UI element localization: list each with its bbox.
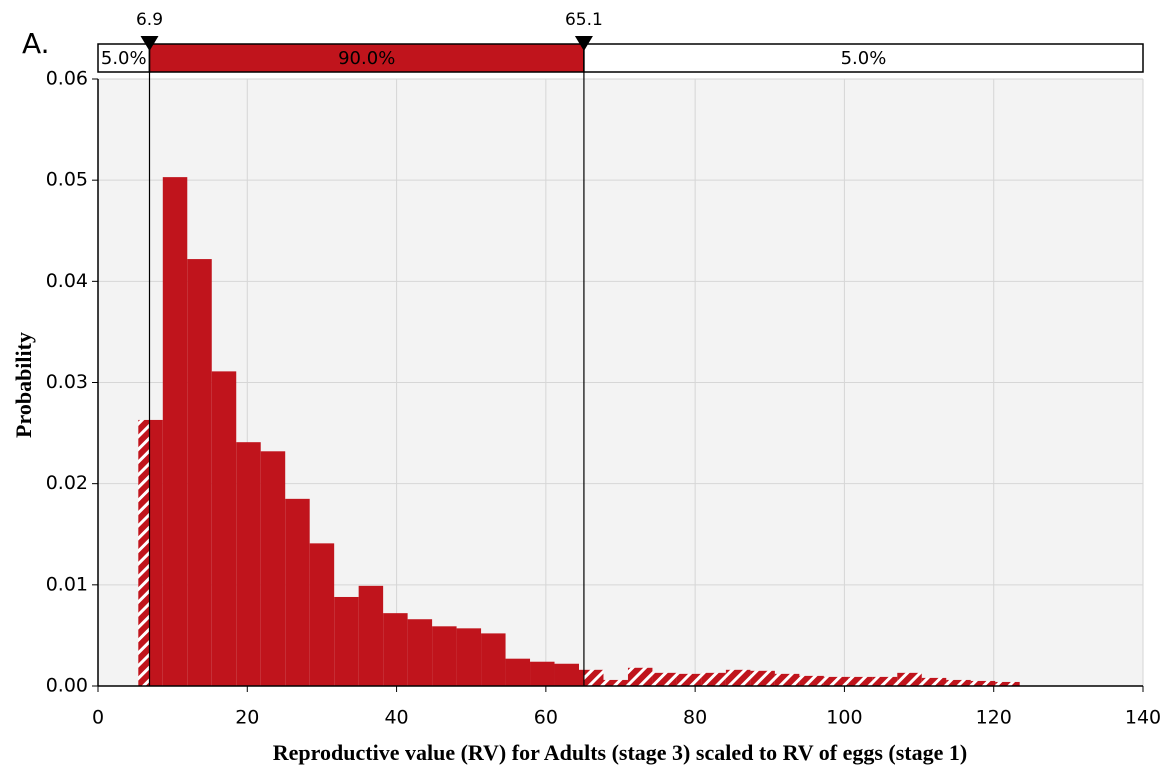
delimiter-marker <box>574 36 593 51</box>
bar <box>285 498 310 686</box>
bar <box>334 596 359 686</box>
bar <box>187 259 212 686</box>
y-tick-label: 0.04 <box>46 270 88 292</box>
bar <box>383 613 408 686</box>
x-tick-label: 100 <box>826 707 862 729</box>
bar <box>505 658 531 686</box>
bar <box>309 543 335 686</box>
band-label: 5.0% <box>101 48 147 69</box>
bar <box>162 177 188 687</box>
bar <box>236 442 261 686</box>
bar <box>627 667 653 686</box>
bar <box>701 672 726 686</box>
delimiter-marker <box>140 36 159 51</box>
bar <box>407 619 433 686</box>
y-axis-label: Probability <box>11 332 36 438</box>
band-label: 90.0% <box>338 48 395 69</box>
bar <box>211 371 237 686</box>
band-label: 5.0% <box>841 48 887 69</box>
bar <box>358 585 384 686</box>
y-tick-label: 0.03 <box>46 371 88 393</box>
panel-label: A. <box>22 27 50 60</box>
delimiter-label: 6.9 <box>136 10 163 30</box>
x-tick-label: 20 <box>235 707 259 729</box>
x-axis-label: Reproductive value (RV) for Adults (stag… <box>273 740 967 765</box>
bar <box>799 675 824 686</box>
y-tick-label: 0.01 <box>46 573 88 595</box>
bar <box>970 680 996 686</box>
x-tick-label: 80 <box>683 707 707 729</box>
x-tick-label: 60 <box>534 707 558 729</box>
bar <box>603 679 628 686</box>
bar <box>652 672 677 686</box>
bar <box>921 677 947 686</box>
bar <box>774 673 800 686</box>
bar <box>138 419 163 686</box>
y-tick-label: 0.02 <box>46 472 88 494</box>
x-tick-label: 140 <box>1125 707 1160 729</box>
bar <box>432 626 457 686</box>
bar <box>578 669 604 686</box>
bar <box>995 681 1020 686</box>
y-tick-label: 0.00 <box>46 675 88 697</box>
probability-band <box>583 43 1144 73</box>
bar <box>848 676 873 686</box>
bar <box>554 663 579 686</box>
bar <box>676 673 702 686</box>
bar <box>725 669 751 686</box>
bar <box>481 633 506 686</box>
delimiter-label: 65.1 <box>565 10 603 30</box>
bar <box>946 679 971 686</box>
bar <box>260 451 286 686</box>
bar <box>872 676 898 686</box>
y-tick-label: 0.06 <box>46 68 88 90</box>
x-tick-label: 120 <box>976 707 1012 729</box>
bar <box>823 676 849 686</box>
bar <box>530 661 555 686</box>
x-tick-label: 0 <box>92 707 104 729</box>
bar <box>750 670 775 686</box>
bar <box>456 628 482 686</box>
x-tick-label: 40 <box>384 707 408 729</box>
bar <box>897 672 922 686</box>
y-tick-label: 0.05 <box>46 169 88 191</box>
